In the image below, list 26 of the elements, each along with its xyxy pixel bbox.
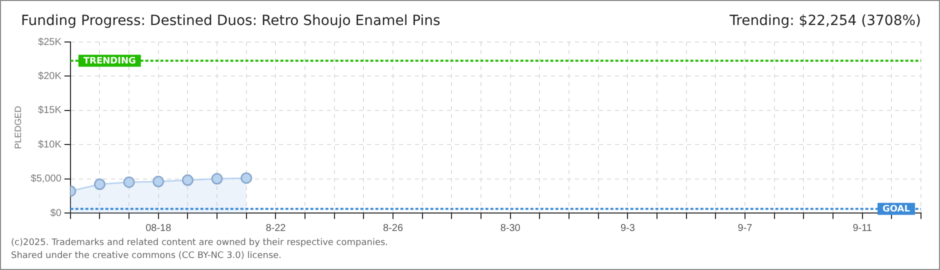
point (211, 173, 223, 185)
y-tick-label: $5,000 (30, 174, 62, 185)
point (123, 176, 135, 188)
chart-subtitle: Trending: $22,254 (3708%) (730, 13, 921, 29)
ref-line-label: GOAL (882, 204, 910, 215)
x-tick-label: 8-26 (383, 222, 404, 234)
y-tick-label: $15K (38, 105, 62, 116)
y-tick-label: $0 (50, 208, 62, 219)
y-axis-title: PLEDGED (12, 105, 23, 150)
text: (c)2025. Trademarks and related content are owned by their respective companies. (11, 237, 388, 250)
x-tick-label: 08-18 (146, 222, 172, 234)
y-tick-label: $10K (38, 139, 62, 150)
point (240, 172, 252, 184)
ref-line-label: TRENDING (83, 56, 136, 67)
point (182, 174, 194, 186)
text: Shared under the creative commons (CC BY-NC 3.0) license. (11, 250, 283, 263)
x-tick-label: 9-7 (738, 222, 753, 234)
x-tick-label: 9-11 (852, 222, 872, 234)
point (152, 176, 164, 188)
x-tick-label: 9-3 (620, 222, 636, 234)
chart-title: Funding Progress: Destined Duos: Retro Shoujo Enamel Pins (21, 13, 440, 29)
point (94, 178, 106, 190)
y-tick-label: $20K (38, 70, 62, 82)
x-tick-label: 8-30 (500, 222, 521, 234)
y-tick-label: $25K (38, 36, 62, 48)
x-tick-label: 8-22 (266, 222, 286, 234)
